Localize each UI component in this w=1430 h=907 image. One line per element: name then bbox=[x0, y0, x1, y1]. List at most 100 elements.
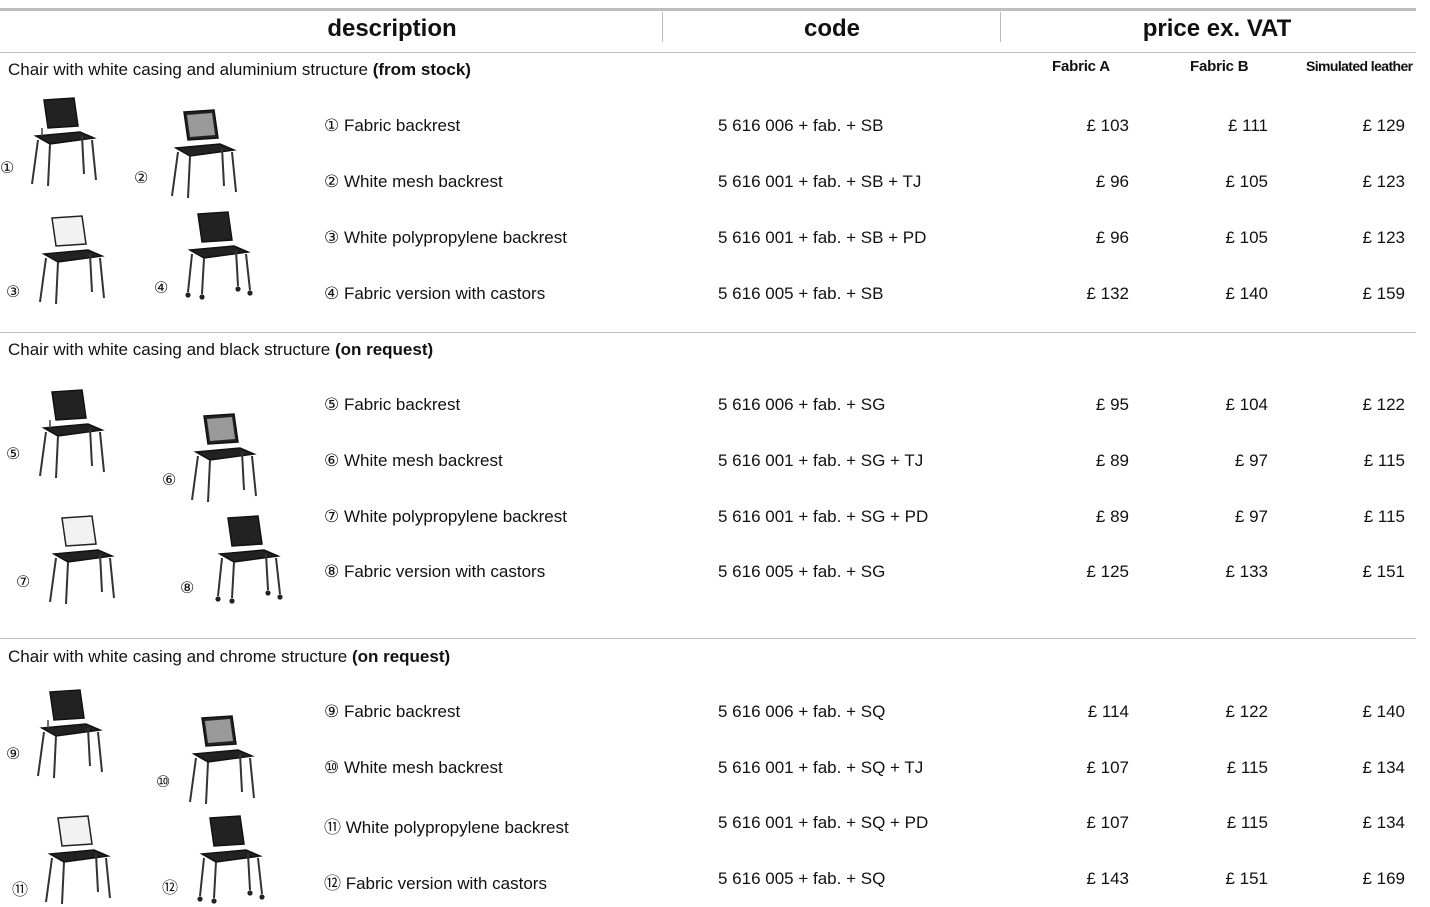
chair-illustration-mesh bbox=[171, 109, 237, 199]
price-fabric-a: £ 107 bbox=[1086, 758, 1129, 777]
row-code: 5 616 005 + fab. + SG bbox=[718, 562, 886, 581]
price-leather: £ 159 bbox=[1362, 284, 1405, 303]
row-description: ④ Fabric version with castors bbox=[324, 284, 546, 303]
chair-number-label: ② bbox=[134, 170, 149, 187]
price-fabric-b: £ 97 bbox=[1234, 451, 1268, 470]
header-code: code bbox=[803, 15, 860, 42]
price-fabric-a: £ 96 bbox=[1095, 172, 1129, 191]
row-description: ① Fabric backrest bbox=[324, 116, 461, 135]
row-description: ⑩ White mesh backrest bbox=[324, 758, 503, 777]
price-leather: £ 134 bbox=[1362, 758, 1405, 777]
row-code: 5 616 005 + fab. + SQ bbox=[718, 869, 886, 888]
row-code: 5 616 006 + fab. + SB bbox=[718, 116, 884, 135]
row-code: 5 616 001 + fab. + SB + PD bbox=[718, 228, 927, 247]
section-title-text: Chair with white casing and chrome struc… bbox=[8, 647, 352, 666]
chair-illustration-mesh bbox=[191, 413, 257, 503]
section-title: Chair with white casing and aluminium st… bbox=[8, 60, 471, 80]
price-fabric-b: £ 122 bbox=[1225, 702, 1268, 721]
price-leather: £ 129 bbox=[1362, 116, 1405, 135]
chair-number-label: ① bbox=[0, 160, 15, 177]
price-fabric-a: £ 125 bbox=[1086, 562, 1129, 581]
row-code: 5 616 001 + fab. + SG + TJ bbox=[718, 451, 924, 470]
price-fabric-a: £ 107 bbox=[1086, 813, 1129, 832]
chair-number-label: ⑩ bbox=[156, 774, 171, 791]
row-description: ② White mesh backrest bbox=[324, 172, 503, 191]
row-description: ③ White polypropylene backrest bbox=[324, 228, 567, 247]
row-code: 5 616 001 + fab. + SQ + TJ bbox=[718, 758, 924, 777]
chair-number-label: ⑥ bbox=[162, 472, 177, 489]
price-leather: £ 151 bbox=[1362, 562, 1405, 581]
chair-illustration-castor bbox=[214, 515, 284, 605]
subheader-fabric-b: Fabric B bbox=[1190, 58, 1249, 75]
row-description: ⑦ White polypropylene backrest bbox=[324, 507, 567, 526]
header-price: price ex. VAT bbox=[1142, 15, 1292, 42]
price-leather: £ 115 bbox=[1363, 507, 1405, 526]
row-code: 5 616 006 + fab. + SQ bbox=[718, 702, 886, 721]
top-rule bbox=[0, 8, 1416, 11]
chair-number-label: ④ bbox=[154, 280, 169, 297]
row-description: ⑪ White polypropylene backrest bbox=[324, 818, 569, 837]
price-fabric-b: £ 140 bbox=[1225, 284, 1268, 303]
chair-illustration-castor bbox=[184, 211, 254, 301]
chair-illustration-fabric bbox=[39, 389, 105, 479]
price-leather: £ 123 bbox=[1362, 172, 1405, 191]
subheader-fabric-a: Fabric A bbox=[1052, 58, 1110, 75]
price-fabric-b: £ 105 bbox=[1225, 172, 1268, 191]
price-fabric-a: £ 143 bbox=[1086, 869, 1129, 888]
row-description: ⑤ Fabric backrest bbox=[324, 395, 461, 414]
price-leather: £ 123 bbox=[1362, 228, 1405, 247]
chair-illustration-fabric bbox=[37, 689, 103, 779]
section-title: Chair with white casing and chrome struc… bbox=[8, 647, 450, 667]
price-fabric-b: £ 97 bbox=[1234, 507, 1268, 526]
price-fabric-a: £ 132 bbox=[1086, 284, 1129, 303]
price-leather: £ 140 bbox=[1362, 702, 1405, 721]
section-divider bbox=[0, 332, 1416, 333]
row-code: 5 616 001 + fab. + SB + TJ bbox=[718, 172, 922, 191]
row-code: 5 616 006 + fab. + SG bbox=[718, 395, 886, 414]
header-bottom-rule bbox=[0, 52, 1416, 53]
chair-illustration-castor bbox=[196, 815, 266, 905]
price-fabric-b: £ 111 bbox=[1227, 116, 1268, 135]
price-fabric-a: £ 96 bbox=[1095, 228, 1129, 247]
row-code: 5 616 001 + fab. + SQ + PD bbox=[718, 813, 929, 832]
section-divider bbox=[0, 638, 1416, 639]
chair-number-label: ⑨ bbox=[6, 746, 21, 763]
chair-illustration-white bbox=[45, 815, 111, 905]
row-description: ⑧ Fabric version with castors bbox=[324, 562, 546, 581]
price-fabric-a: £ 89 bbox=[1095, 451, 1129, 470]
price-leather: £ 122 bbox=[1362, 395, 1405, 414]
chair-illustration-mesh bbox=[189, 715, 255, 805]
section-note: (from stock) bbox=[372, 60, 471, 79]
price-leather: £ 169 bbox=[1362, 869, 1405, 888]
chair-number-label: ⑫ bbox=[162, 880, 179, 897]
chair-number-label: ⑦ bbox=[16, 574, 31, 591]
chair-illustration-white bbox=[49, 515, 115, 605]
price-fabric-b: £ 115 bbox=[1226, 813, 1268, 832]
price-fabric-b: £ 105 bbox=[1225, 228, 1268, 247]
price-fabric-b: £ 104 bbox=[1225, 395, 1268, 414]
chair-number-label: ⑧ bbox=[180, 580, 195, 597]
row-description: ⑥ White mesh backrest bbox=[324, 451, 503, 470]
price-fabric-a: £ 103 bbox=[1086, 116, 1129, 135]
price-fabric-a: £ 95 bbox=[1095, 395, 1129, 414]
header-separator-1 bbox=[662, 12, 663, 42]
price-fabric-b: £ 133 bbox=[1225, 562, 1268, 581]
price-leather: £ 115 bbox=[1363, 451, 1405, 470]
header-description: description bbox=[327, 15, 457, 42]
price-fabric-b: £ 115 bbox=[1226, 758, 1268, 777]
chair-illustration-white bbox=[39, 215, 105, 305]
chair-number-label: ⑤ bbox=[6, 446, 21, 463]
row-description: ⑨ Fabric backrest bbox=[324, 702, 461, 721]
price-leather: £ 134 bbox=[1362, 813, 1405, 832]
chair-number-label: ⑪ bbox=[12, 882, 29, 899]
section-note: (on request) bbox=[351, 647, 451, 666]
chair-illustration-fabric bbox=[31, 97, 97, 187]
section-title-text: Chair with white casing and aluminium st… bbox=[8, 60, 373, 79]
price-fabric-a: £ 114 bbox=[1087, 702, 1129, 721]
section-note: (on request) bbox=[334, 340, 434, 359]
row-description: ⑫ Fabric version with castors bbox=[324, 874, 547, 893]
price-fabric-b: £ 151 bbox=[1225, 869, 1268, 888]
section-title: Chair with white casing and black struct… bbox=[8, 340, 433, 360]
chair-number-label: ③ bbox=[6, 284, 21, 301]
section-title-text: Chair with white casing and black struct… bbox=[8, 340, 335, 359]
